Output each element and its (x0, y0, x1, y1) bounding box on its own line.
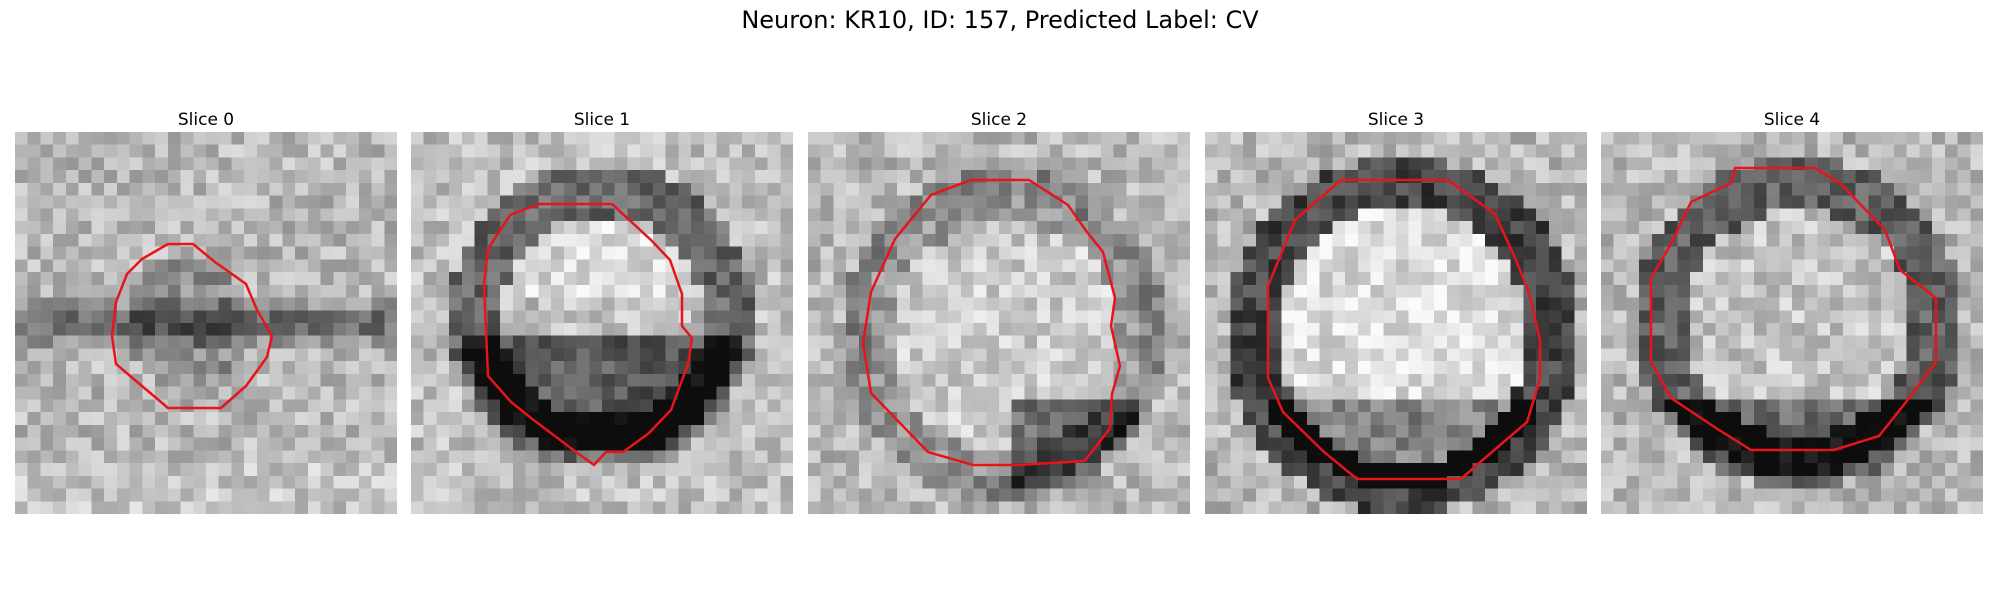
slice-image (1205, 132, 1587, 514)
segmentation-outline (110, 242, 274, 410)
slice-panel-0: Slice 0 (15, 108, 397, 514)
grayscale-microscopy-image (808, 132, 1190, 514)
slice-image (411, 132, 793, 514)
segmentation-outline (1649, 166, 1938, 452)
slice-image (1601, 132, 1983, 514)
grayscale-microscopy-image (15, 132, 397, 514)
slice-panel-3: Slice 3 (1205, 108, 1587, 514)
slice-title: Slice 0 (177, 110, 235, 130)
slice-panel-1: Slice 1 (411, 108, 793, 514)
slice-panel-2: Slice 2 (808, 108, 1190, 514)
slice-title: Slice 3 (1367, 110, 1425, 130)
grayscale-microscopy-image (411, 132, 793, 514)
slice-image (808, 132, 1190, 514)
slice-title: Slice 4 (1763, 110, 1821, 130)
slice-panel-4: Slice 4 (1601, 108, 1983, 514)
figure-title: Neuron: KR10, ID: 157, Predicted Label: … (741, 6, 1259, 34)
segmentation-outline (1266, 178, 1542, 481)
slice-title: Slice 2 (970, 110, 1028, 130)
slice-image (15, 132, 397, 514)
segmentation-outline (861, 178, 1122, 467)
slice-title: Slice 1 (573, 110, 631, 130)
segmentation-outline (482, 202, 694, 467)
